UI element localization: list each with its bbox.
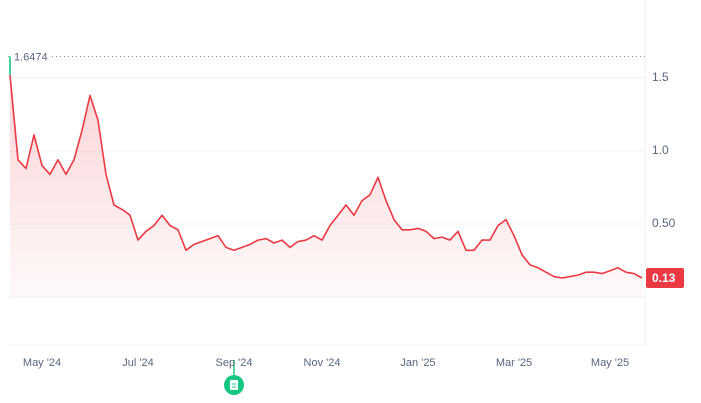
x-tick-label: Jul '24 (122, 357, 153, 369)
x-tick-label: Nov '24 (304, 357, 341, 369)
high-label-bg (12, 49, 52, 64)
current-price-label: 0.13 (652, 271, 676, 285)
y-tick-label: 0.50 (652, 216, 676, 230)
x-tick-label: Mar '25 (496, 357, 532, 369)
high-label: 1.6474 (14, 51, 48, 63)
event-icon[interactable] (224, 360, 244, 395)
area (10, 75, 642, 297)
x-tick-label: Jan '25 (400, 357, 435, 369)
y-tick-label: 1.0 (652, 143, 669, 157)
x-tick-label: May '24 (23, 357, 61, 369)
price-line (9, 75, 643, 279)
x-tick-label: May '25 (591, 357, 629, 369)
y-tick-label: 1.5 (652, 70, 669, 84)
current-price-tag (646, 268, 684, 289)
x-tick-label: Sep '24 (216, 357, 253, 369)
